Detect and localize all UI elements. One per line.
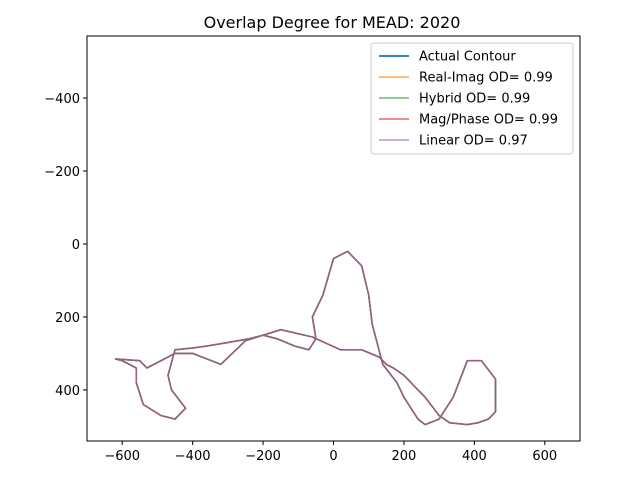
series-layer bbox=[115, 250, 497, 426]
y-tick-label: −400 bbox=[44, 92, 80, 107]
y-tick-label: 200 bbox=[55, 311, 80, 326]
series-line-4 bbox=[115, 250, 497, 426]
x-tick-label: −400 bbox=[175, 449, 211, 464]
legend-label-4: Linear OD= 0.97 bbox=[419, 134, 528, 149]
x-tick-label: −200 bbox=[245, 449, 281, 464]
legend-label-0: Actual Contour bbox=[419, 50, 516, 65]
legend-label-1: Real-Imag OD= 0.99 bbox=[419, 71, 553, 86]
y-tick-label: −200 bbox=[44, 165, 80, 180]
chart-title: Overlap Degree for MEAD: 2020 bbox=[204, 13, 461, 32]
y-tick-label: 0 bbox=[72, 238, 80, 253]
legend-label-3: Mag/Phase OD= 0.99 bbox=[419, 113, 558, 128]
x-tick-label: 0 bbox=[329, 449, 337, 464]
legend-label-2: Hybrid OD= 0.99 bbox=[419, 92, 530, 107]
y-tick-label: 400 bbox=[55, 384, 80, 399]
x-tick-label: 200 bbox=[392, 449, 417, 464]
legend: Actual Contour Real-Imag OD= 0.99 Hybrid O… bbox=[370, 42, 574, 155]
x-axis: −600 −400 −200 0 200 400 600 bbox=[104, 441, 557, 464]
x-tick-label: −600 bbox=[104, 449, 140, 464]
x-tick-label: 400 bbox=[462, 449, 487, 464]
y-axis: −400 −200 0 200 400 bbox=[44, 92, 87, 399]
legend-box bbox=[370, 42, 574, 155]
x-tick-label: 600 bbox=[532, 449, 557, 464]
